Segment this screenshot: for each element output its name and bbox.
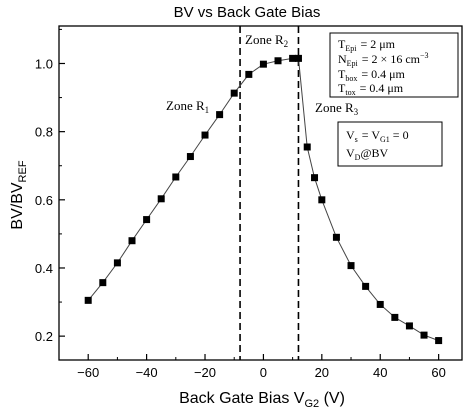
data-point: [311, 174, 319, 182]
x-tick-label: 20: [315, 365, 329, 380]
data-point: [274, 57, 282, 65]
x-axis-ticks: −60 −40 −20 0 20 40 60: [77, 354, 446, 380]
x-tick-label: 40: [373, 365, 387, 380]
bias-conditions-frame: [337, 121, 443, 167]
data-point: [186, 153, 194, 161]
y-axis-ticks: 0.2 0.4 0.6 0.8 1.0: [35, 28, 65, 344]
data-point: [84, 296, 92, 304]
data-point: [435, 337, 443, 345]
bias-conditions-box: Vs = VG1 = 0 VD@BV: [337, 121, 443, 167]
y-tick-label: 0.6: [35, 193, 53, 208]
zone-label-r2: Zone R2: [245, 32, 288, 49]
chart-title: BV vs Back Gate Bias: [174, 4, 321, 21]
param-t-box: Tbox = 0.4 μm: [338, 67, 406, 83]
data-point: [391, 313, 399, 321]
x-tick-label: −20: [194, 365, 216, 380]
param-t-tox: Ttox = 0.4 μm: [338, 81, 404, 97]
series-line: [87, 57, 439, 342]
y-tick-label: 0.2: [35, 329, 53, 344]
data-point: [99, 279, 107, 287]
data-point: [172, 173, 180, 181]
data-point: [128, 237, 136, 245]
bias-condition-vd: VD@BV: [346, 146, 389, 162]
param-t-epi: TEpi = 2 μm: [338, 37, 396, 53]
x-tick-label: 0: [260, 365, 267, 380]
data-point: [362, 282, 370, 290]
data-point: [289, 54, 297, 62]
x-axis-label: Back Gate Bias VG2 (V): [179, 390, 345, 410]
data-point: [420, 331, 428, 339]
x-tick-label: 60: [431, 365, 445, 380]
data-point: [230, 89, 238, 97]
data-point: [318, 196, 326, 204]
y-tick-label: 0.4: [35, 261, 53, 276]
data-point: [259, 60, 267, 68]
data-point: [157, 195, 165, 203]
data-point: [216, 111, 224, 119]
x-tick-label: −40: [136, 365, 158, 380]
zone-label-r1: Zone R1: [166, 98, 209, 115]
y-tick-label: 0.8: [35, 125, 53, 140]
data-point: [347, 262, 355, 270]
bias-condition-vs: Vs = VG1 = 0: [346, 128, 409, 144]
y-axis-label: BV/BVREF: [9, 160, 29, 229]
series-markers: [84, 54, 443, 345]
data-point: [294, 54, 302, 62]
x-tick-label: −60: [77, 365, 99, 380]
data-point: [201, 131, 209, 139]
data-point: [245, 70, 253, 78]
data-point: [332, 233, 340, 241]
plot-frame: [58, 25, 463, 361]
y-tick-label: 1.0: [35, 56, 53, 71]
device-parameters-box: TEpi = 2 μm NEpi = 2 × 16 cm−3 Tbox = 0.4 μ…: [329, 32, 459, 98]
zone-boundary-lines: [239, 26, 300, 360]
data-point: [405, 322, 413, 330]
data-point: [143, 216, 151, 224]
data-point: [113, 259, 121, 267]
zone-label-r3: Zone R3: [315, 100, 359, 117]
data-point: [303, 143, 311, 151]
data-point: [376, 300, 384, 308]
device-parameters-frame: [329, 32, 459, 98]
param-n-epi: NEpi = 2 × 16 cm−3: [338, 51, 429, 68]
